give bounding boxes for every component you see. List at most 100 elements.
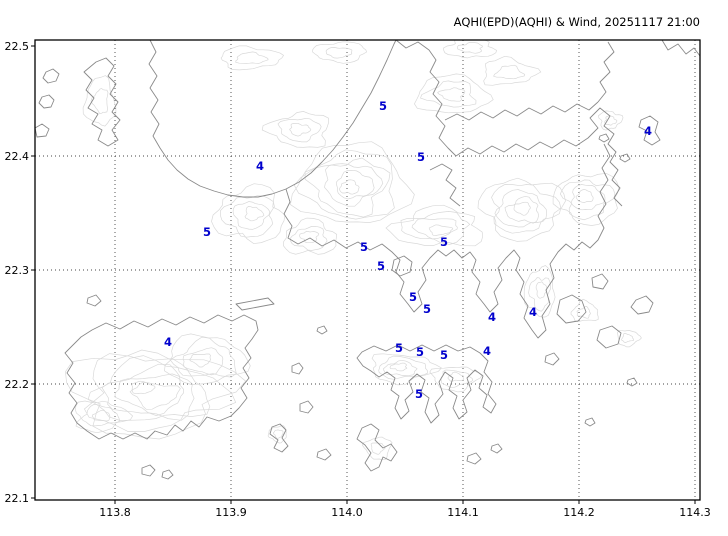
coastline-segment	[466, 452, 482, 465]
coastline-segment	[584, 417, 596, 427]
terrain-contour-loop	[400, 211, 471, 245]
coastline-segment	[356, 344, 497, 424]
terrain-contour-loop	[576, 306, 591, 319]
x-axis-label: 113.8	[99, 506, 131, 519]
coastline-segment	[64, 314, 259, 440]
station-aqhi-value: 5	[203, 225, 211, 239]
axes: 113.8 113.9 114.0 114.1 114.2 114.3 22.5 22.4 22…	[5, 39, 711, 519]
terrain-contour-loop	[389, 362, 408, 372]
y-axis-label: 22.3	[5, 264, 30, 277]
coastline-segment	[455, 107, 623, 207]
terrain-contour-loop	[114, 373, 184, 416]
terrain-contour-loop	[129, 382, 181, 410]
station-aqhi-value: 5	[395, 341, 403, 355]
terrain-contour-loop	[169, 336, 237, 378]
coastline-segment	[291, 362, 304, 375]
y-axis-label: 22.1	[5, 492, 30, 505]
coastline	[35, 40, 700, 480]
terrain-contour-loop	[494, 189, 548, 228]
coastline-segment	[38, 94, 55, 109]
coastline-segment	[591, 273, 609, 290]
coastline-segment	[638, 115, 661, 146]
terrain-contour-loop	[82, 75, 117, 127]
coastline-segment	[35, 123, 50, 138]
y-axis-label: 22.5	[5, 40, 30, 53]
terrain-contour-loop	[312, 41, 368, 64]
terrain-contour-loop	[293, 149, 395, 220]
terrain-contour-loop	[429, 366, 483, 393]
terrain-contour-loop	[325, 47, 353, 59]
station-aqhi-value: 5	[416, 345, 424, 359]
station-aqhi-value: 5	[415, 387, 423, 401]
coastline-segment	[598, 133, 610, 143]
terrain-contour-loop	[182, 347, 224, 376]
coastline-segment	[429, 163, 461, 207]
terrain-contour-loop	[91, 409, 111, 422]
coastline-segment	[395, 40, 457, 157]
coastline-segment	[626, 377, 638, 387]
station-aqhi-value: 5	[360, 240, 368, 254]
terrain-contour-loop	[220, 45, 285, 71]
terrain-contour-loop	[483, 55, 542, 86]
station-aqhi-value: 4	[488, 310, 496, 324]
terrain-contour-loop	[87, 355, 211, 421]
terrain-contour-loop	[428, 224, 454, 236]
station-aqhi-value: 5	[417, 150, 425, 164]
y-axis-label: 22.2	[5, 378, 30, 391]
station-aqhi-value: 4	[256, 159, 264, 173]
terrain-contour-loop	[504, 195, 539, 224]
terrain-contour-loop	[617, 330, 642, 348]
terrain-contour-loop	[437, 87, 466, 102]
station-aqhi-value: 4	[644, 124, 652, 138]
terrain-contour-loop	[383, 359, 418, 376]
terrain-contour-loop	[535, 281, 548, 299]
x-axis-label: 114.3	[679, 506, 711, 519]
terrain-contour-loop	[361, 436, 393, 461]
terrain-contour-loop	[235, 51, 269, 64]
x-axis-label: 114.0	[331, 506, 363, 519]
terrain-contour-loop	[75, 400, 134, 434]
terrain-contour-loop	[289, 225, 328, 251]
terrain-contour-loop	[273, 429, 284, 439]
terrain-contour-loop	[335, 169, 375, 200]
terrain-contour-loop	[232, 201, 271, 230]
terrain-contour-loop	[339, 179, 360, 195]
station-aqhi-value: 5	[377, 259, 385, 273]
terrain-contour-loop	[570, 298, 599, 323]
terrain-contour-loop	[493, 64, 526, 80]
coastline-segment	[161, 469, 174, 480]
terrain-contour-loop	[244, 206, 265, 222]
terrain-contour-loop	[371, 353, 442, 386]
station-aqhi-value: 5	[440, 348, 448, 362]
terrain-contour-loop	[411, 218, 458, 240]
coastline-segment	[597, 41, 615, 103]
terrain-contour-loop	[559, 179, 616, 221]
terrain-contour-loop	[299, 230, 320, 244]
station-aqhi-value: 4	[483, 344, 491, 358]
coastline-segment	[544, 352, 560, 366]
terrain-contour-loop	[570, 184, 606, 211]
x-axis-label: 113.9	[215, 506, 247, 519]
coastline-segment	[316, 325, 328, 335]
coastline-segment	[630, 295, 654, 315]
terrain-contour-loop	[604, 115, 618, 126]
terrain-contour-loop	[324, 163, 384, 207]
terrain-contour-loop	[164, 333, 251, 385]
terrain-contour-loop	[90, 88, 109, 115]
station-aqhi-value: 4	[529, 305, 537, 319]
coastline-segment	[141, 464, 156, 477]
terrain-contour-loop	[80, 404, 121, 427]
x-axis-label: 114.2	[563, 506, 595, 519]
terrain-contour-loop	[491, 184, 562, 234]
terrain-contour-loop	[420, 80, 477, 108]
terrain-contour-loop	[83, 353, 237, 432]
coastline-segment	[42, 68, 60, 84]
x-axis-label: 114.1	[447, 506, 479, 519]
terrain-contour-loop	[598, 110, 624, 131]
coastline-segment	[283, 143, 611, 339]
coastline-segment	[235, 297, 275, 311]
coastline-segment	[316, 448, 332, 461]
